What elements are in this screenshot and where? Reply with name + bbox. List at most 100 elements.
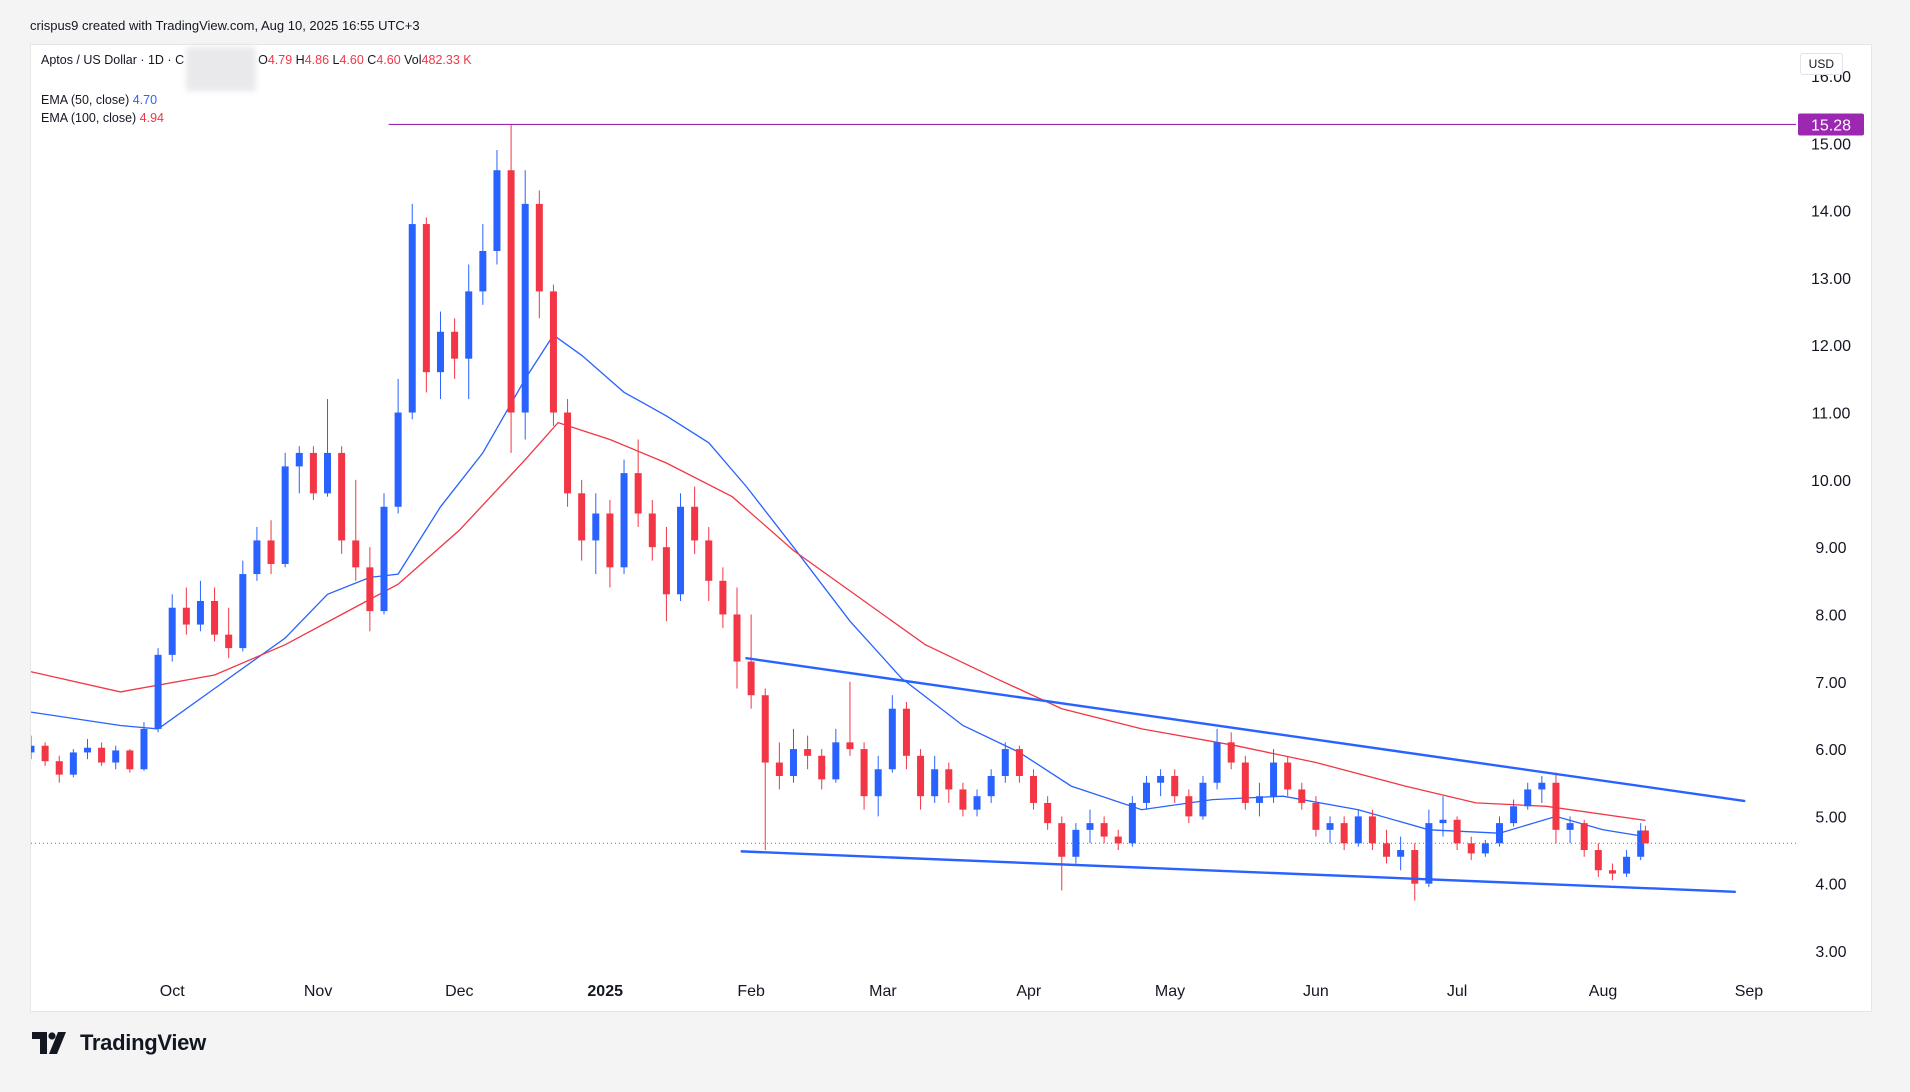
candle (1015, 745, 1023, 783)
candle (902, 701, 910, 770)
candle-body (945, 769, 953, 790)
candle (789, 728, 797, 783)
candle (1637, 823, 1645, 861)
candle-body (1058, 823, 1066, 857)
candle (1255, 782, 1263, 817)
candle (888, 695, 896, 773)
candle-body (1481, 843, 1489, 854)
symbol-label[interactable]: Aptos / US Dollar · 1D · C (41, 53, 185, 67)
volume-value: 482.33 K (421, 53, 472, 67)
candle-body (31, 745, 35, 753)
candle (352, 479, 360, 581)
candle-body (451, 331, 459, 359)
candle-body (1580, 823, 1588, 851)
candle (804, 735, 812, 770)
candle-body (1185, 796, 1193, 817)
candle-body (1397, 850, 1405, 857)
candle-body (1538, 782, 1546, 790)
candle (1368, 809, 1376, 851)
x-tick-label: Dec (445, 983, 473, 1000)
candle (338, 446, 346, 554)
candle (846, 681, 854, 756)
candle (931, 755, 939, 803)
resistance-price-label: 15.28 (1811, 117, 1851, 134)
candle-body (479, 251, 487, 292)
candle (69, 749, 77, 778)
candle-body (1453, 819, 1461, 844)
candle-body (1001, 749, 1009, 776)
candle-body (380, 506, 388, 612)
x-tick-label: Mar (869, 983, 897, 1000)
x-tick-label: Feb (737, 983, 765, 1000)
candle (1312, 796, 1320, 837)
candle-body (860, 749, 868, 797)
tradingview-logo[interactable]: TradingView (32, 1030, 206, 1056)
ema-lines (31, 334, 1646, 838)
y-tick-label: 13.00 (1811, 271, 1851, 288)
candle-body (1383, 843, 1391, 857)
ema50-legend-row[interactable]: EMA (50, close) 4.70 (41, 91, 472, 109)
x-tick-label: Aug (1589, 983, 1617, 1000)
candle (564, 399, 572, 507)
candle (1397, 836, 1405, 871)
candle-body (747, 661, 755, 696)
candle-body (719, 580, 727, 615)
candle-body (1608, 870, 1616, 874)
ema50-label: EMA (50, close) (41, 93, 130, 107)
candle (959, 782, 967, 817)
price-chart[interactable]: 16.0015.0014.0013.0012.0011.0010.009.008… (31, 45, 1871, 1011)
open-key: O (258, 53, 268, 67)
currency-label[interactable]: USD (1799, 53, 1843, 75)
candles (31, 124, 1649, 901)
candle-body (83, 747, 91, 753)
candle-body (239, 574, 247, 649)
low-value: 4.60 (339, 53, 364, 67)
y-tick-label: 10.00 (1811, 473, 1851, 490)
candle (1100, 816, 1108, 844)
y-tick-label: 8.00 (1815, 607, 1846, 624)
candle (1552, 772, 1560, 844)
candle-body (1030, 776, 1038, 803)
candle (1241, 755, 1249, 810)
candle (1467, 836, 1475, 861)
candle (1524, 782, 1532, 810)
candle-body (1594, 850, 1602, 871)
candle (987, 769, 995, 803)
candle (1001, 742, 1009, 783)
candle (874, 755, 882, 817)
drawings: 15.28 (31, 113, 1864, 893)
candle (1383, 829, 1391, 864)
candle-body (422, 224, 430, 373)
y-tick-label: 6.00 (1815, 742, 1846, 759)
candle (225, 607, 233, 659)
candle (1566, 816, 1574, 844)
candle (1114, 829, 1122, 851)
candle-body (1100, 823, 1108, 837)
lower-trendline[interactable] (740, 850, 1737, 893)
candle-body (211, 601, 219, 635)
candle (1058, 816, 1066, 891)
candle-body (126, 750, 134, 770)
candle (733, 587, 741, 689)
candle-body (620, 473, 628, 568)
candle (832, 728, 840, 783)
candle-body (578, 493, 586, 541)
candle-body (1340, 823, 1348, 844)
candle-body (253, 540, 261, 575)
ema100-legend-row[interactable]: EMA (100, close) 4.94 (41, 109, 472, 127)
candle-body (196, 601, 204, 625)
candle-body (902, 708, 910, 756)
candle-body (1270, 762, 1278, 797)
candle (917, 749, 925, 810)
candle (592, 493, 600, 575)
candle-body (1467, 843, 1475, 854)
candle (1157, 769, 1165, 797)
candle-body (408, 224, 416, 413)
candle-body (1298, 789, 1306, 803)
chart-panel[interactable]: Aptos / US Dollar · 1D · C O4.79 H4.86 L4… (30, 44, 1872, 1012)
candle-body (1425, 823, 1433, 884)
candle-body (1368, 816, 1376, 844)
candle-body (55, 761, 63, 775)
candle-body (691, 506, 699, 541)
upper-trendline[interactable] (745, 657, 1746, 803)
